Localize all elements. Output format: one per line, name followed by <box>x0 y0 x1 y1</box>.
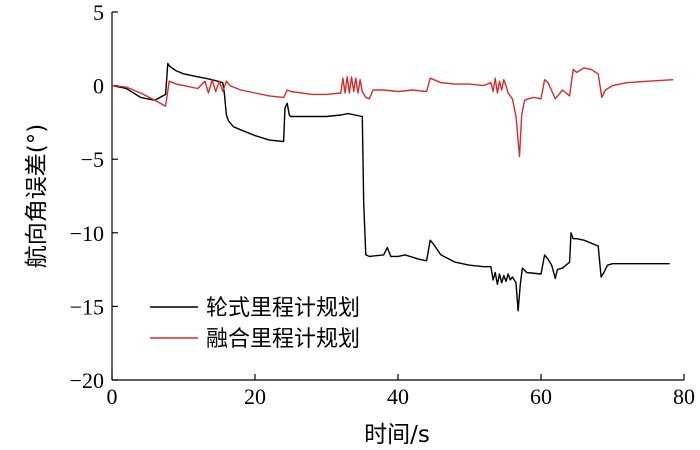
x-tick-label: 60 <box>530 384 552 409</box>
x-tick-label: 40 <box>387 384 409 409</box>
legend-label-2: 融合里程计规划 <box>206 327 360 352</box>
y-tick-label: −15 <box>70 294 104 319</box>
tick-labels: 0 20 40 60 80 5 0 −5 −10 −15 −20 <box>70 0 695 409</box>
series-line-1 <box>111 62 670 312</box>
y-axis-label: 航向角误差(°) <box>24 124 50 268</box>
y-tick-label: 0 <box>93 74 104 99</box>
y-tick-label: 5 <box>93 0 104 25</box>
y-tick-label: −20 <box>70 368 104 393</box>
x-tick-label: 80 <box>673 384 695 409</box>
x-tick-label: 0 <box>107 384 118 409</box>
y-tick-label: −10 <box>70 221 104 246</box>
series-line-2 <box>111 67 674 158</box>
series-lines <box>111 62 674 312</box>
tick-marks <box>111 11 685 381</box>
x-tick-label: 20 <box>244 384 266 409</box>
y-tick-label: −5 <box>81 147 104 172</box>
x-axis-label: 时间/s <box>364 422 430 448</box>
axes <box>111 12 684 381</box>
legend-label-1: 轮式里程计规划 <box>206 296 360 321</box>
